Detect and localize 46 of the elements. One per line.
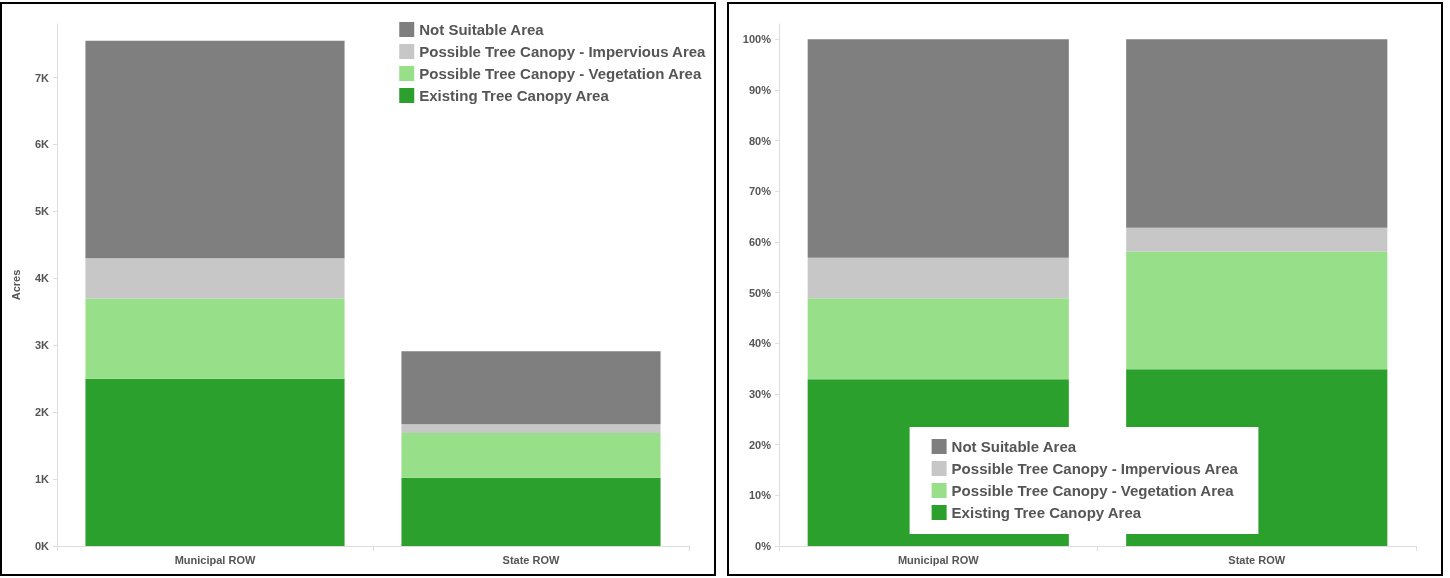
- y-tick-label: 30%: [748, 387, 772, 400]
- bar: [85, 298, 345, 379]
- y-tick-label: 5K: [34, 205, 50, 218]
- legend-label: Existing Tree Canopy Area: [419, 87, 610, 104]
- y-tick-label: 10%: [748, 489, 772, 502]
- x-tick-label: Municipal ROW: [897, 553, 980, 566]
- y-tick-label: 70%: [748, 185, 772, 198]
- legend-label: Possible Tree Canopy - Impervious Area: [951, 460, 1239, 477]
- bar: [401, 477, 661, 546]
- y-tick-label: 100%: [742, 33, 772, 46]
- bar: [1126, 251, 1388, 370]
- y-tick-label: 3K: [34, 339, 50, 352]
- y-tick-label: 1K: [34, 473, 50, 486]
- y-axis-title: Acres: [9, 269, 22, 301]
- x-tick-label: State ROW: [502, 553, 561, 566]
- bar: [807, 39, 1069, 258]
- bar: [807, 298, 1069, 380]
- legend-label: Existing Tree Canopy Area: [951, 504, 1142, 521]
- bar: [401, 351, 661, 425]
- x-tick-label: Municipal ROW: [174, 553, 256, 566]
- y-tick-label: 50%: [748, 286, 772, 299]
- y-tick-label: 90%: [748, 83, 772, 96]
- bar: [85, 378, 345, 546]
- y-tick-label: 0%: [755, 540, 772, 552]
- y-tick-label: 2K: [34, 406, 50, 419]
- y-tick-label: 7K: [34, 71, 50, 84]
- legend-label: Possible Tree Canopy - Vegetation Area: [419, 65, 702, 82]
- bar: [401, 432, 661, 478]
- y-tick-label: 80%: [748, 134, 772, 147]
- legend-label: Not Suitable Area: [951, 438, 1077, 455]
- legend-label: Possible Tree Canopy - Vegetation Area: [951, 482, 1235, 499]
- y-tick-label: 20%: [748, 438, 772, 451]
- bar: [807, 257, 1069, 299]
- y-tick-label: 0K: [34, 540, 50, 552]
- x-tick-label: State ROW: [1228, 553, 1286, 566]
- y-tick-label: 4K: [34, 272, 50, 285]
- y-tick-label: 6K: [34, 138, 50, 151]
- bar: [85, 40, 345, 259]
- bar: [85, 258, 345, 299]
- legend-label: Possible Tree Canopy - Impervious Area: [419, 43, 707, 60]
- bar: [1126, 39, 1388, 228]
- y-tick-label: 40%: [748, 337, 772, 350]
- bar: [1126, 227, 1388, 252]
- bar: [401, 424, 661, 433]
- y-tick-label: 60%: [748, 235, 772, 248]
- legend-label: Not Suitable Area: [419, 21, 545, 38]
